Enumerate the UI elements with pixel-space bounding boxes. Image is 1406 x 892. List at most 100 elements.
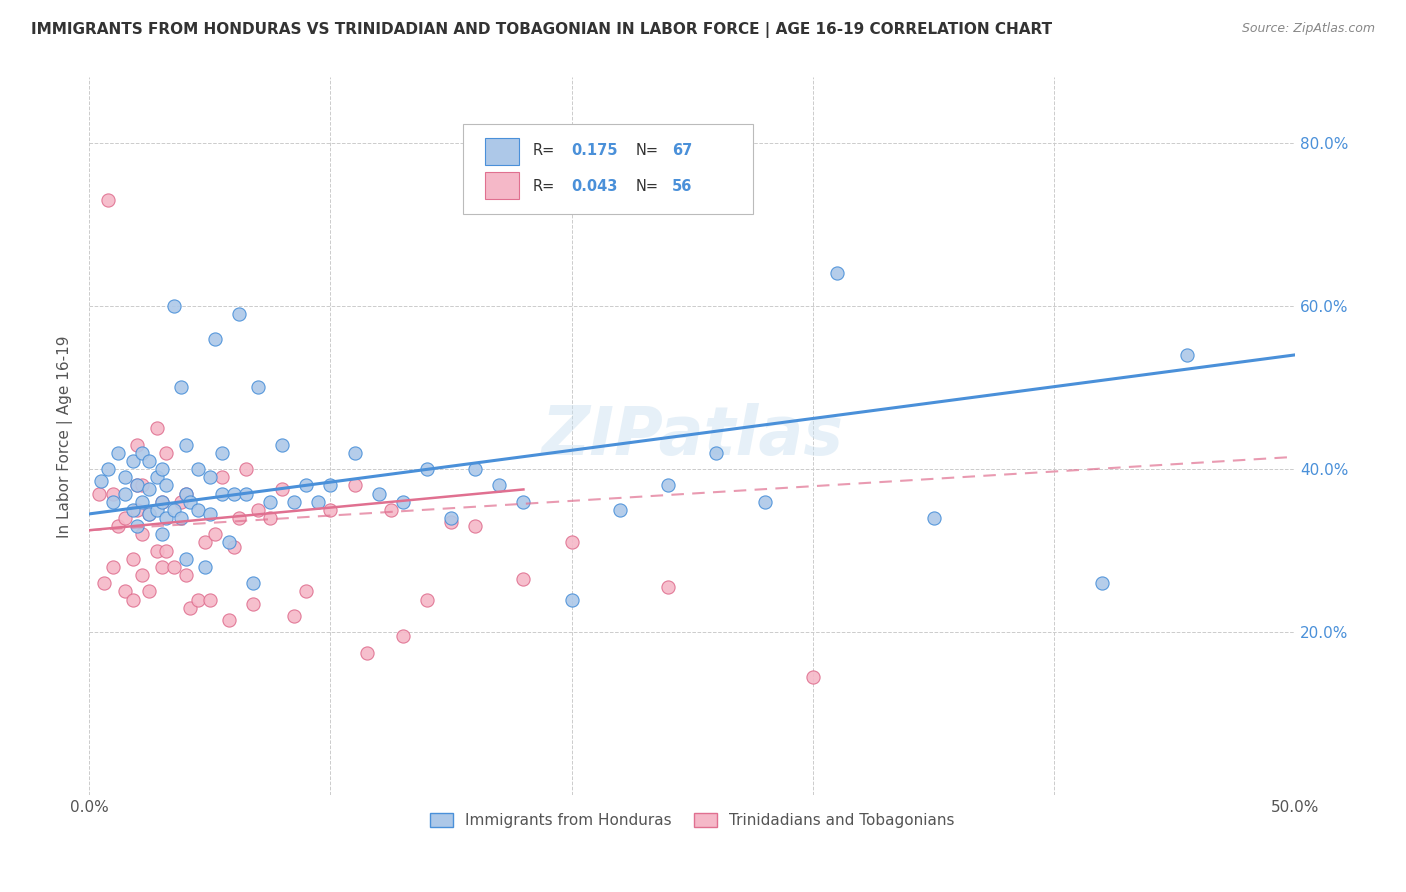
Point	[145, 543, 167, 558]
Point	[380, 503, 402, 517]
Point	[222, 540, 245, 554]
Point	[343, 446, 366, 460]
Point	[150, 560, 173, 574]
Point	[416, 592, 439, 607]
Point	[295, 584, 318, 599]
Point	[97, 462, 120, 476]
Point	[235, 486, 257, 500]
Point	[121, 551, 143, 566]
Point	[179, 600, 201, 615]
Point	[247, 503, 270, 517]
Point	[114, 486, 136, 500]
Text: R=: R=	[533, 179, 555, 194]
Point	[259, 511, 281, 525]
Point	[416, 462, 439, 476]
Point	[174, 551, 197, 566]
Point	[187, 462, 209, 476]
Point	[103, 486, 125, 500]
Point	[131, 568, 153, 582]
Point	[87, 486, 110, 500]
Point	[174, 568, 197, 582]
Point	[103, 560, 125, 574]
Point	[170, 494, 193, 508]
Point	[138, 507, 160, 521]
Point	[198, 470, 221, 484]
Point	[242, 597, 264, 611]
Point	[187, 592, 209, 607]
Point	[131, 446, 153, 460]
Point	[825, 266, 848, 280]
Point	[319, 478, 342, 492]
Point	[228, 511, 250, 525]
Point	[218, 613, 240, 627]
Point	[512, 494, 534, 508]
Point	[114, 511, 136, 525]
Point	[295, 478, 318, 492]
Bar	[485, 172, 519, 200]
Point	[204, 527, 226, 541]
Point	[155, 446, 177, 460]
Bar	[485, 137, 519, 165]
Point	[512, 572, 534, 586]
Point	[706, 446, 728, 460]
Point	[194, 560, 217, 574]
Point	[657, 478, 679, 492]
Point	[174, 486, 197, 500]
Point	[162, 503, 184, 517]
Point	[145, 470, 167, 484]
Text: ZIPatlas: ZIPatlas	[541, 403, 844, 469]
Point	[170, 380, 193, 394]
Point	[97, 193, 120, 207]
Point	[138, 584, 160, 599]
Point	[121, 454, 143, 468]
Point	[121, 503, 143, 517]
Point	[93, 576, 115, 591]
Point	[391, 629, 413, 643]
Point	[145, 421, 167, 435]
FancyBboxPatch shape	[463, 124, 752, 214]
Point	[162, 560, 184, 574]
Point	[609, 503, 631, 517]
Text: R=: R=	[533, 144, 555, 158]
Point	[138, 507, 160, 521]
Text: N=: N=	[636, 179, 658, 194]
Point	[127, 478, 149, 492]
Point	[174, 486, 197, 500]
Point	[155, 478, 177, 492]
Point	[150, 494, 173, 508]
Point	[464, 519, 486, 533]
Point	[922, 511, 945, 525]
Point	[561, 535, 583, 549]
Text: 0.043: 0.043	[572, 179, 619, 194]
Point	[283, 494, 305, 508]
Point	[1175, 348, 1198, 362]
Point	[121, 592, 143, 607]
Point	[145, 503, 167, 517]
Point	[391, 494, 413, 508]
Point	[174, 437, 197, 451]
Text: 56: 56	[672, 179, 692, 194]
Point	[179, 494, 201, 508]
Point	[228, 307, 250, 321]
Point	[198, 592, 221, 607]
Point	[247, 380, 270, 394]
Point	[150, 527, 173, 541]
Point	[211, 446, 233, 460]
Point	[271, 437, 294, 451]
Point	[440, 511, 463, 525]
Point	[198, 507, 221, 521]
Point	[131, 478, 153, 492]
Text: Source: ZipAtlas.com: Source: ZipAtlas.com	[1241, 22, 1375, 36]
Point	[107, 519, 129, 533]
Point	[307, 494, 329, 508]
Point	[114, 584, 136, 599]
Point	[222, 486, 245, 500]
Point	[319, 503, 342, 517]
Text: 0.175: 0.175	[572, 144, 619, 158]
Point	[170, 511, 193, 525]
Point	[194, 535, 217, 549]
Point	[155, 511, 177, 525]
Point	[657, 580, 679, 594]
Point	[801, 670, 824, 684]
Point	[754, 494, 776, 508]
